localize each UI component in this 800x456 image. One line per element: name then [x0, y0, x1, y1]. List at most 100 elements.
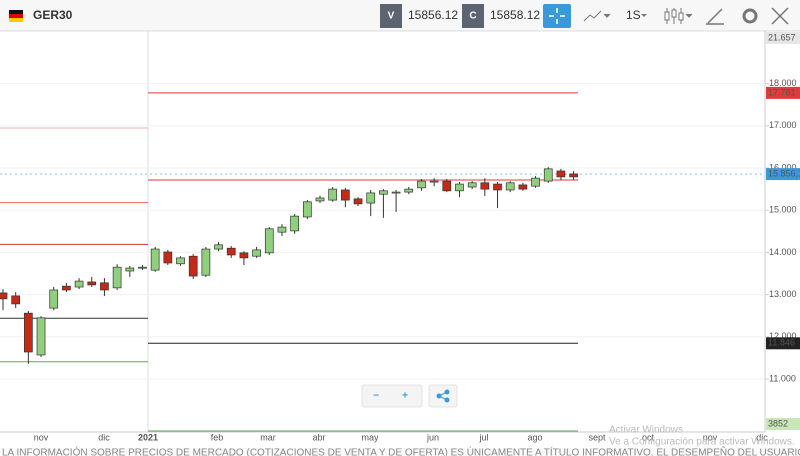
zoom-controls — [361, 384, 423, 408]
x-tick-label: sept — [588, 432, 606, 442]
price-marker-label: 21.657 — [768, 32, 796, 42]
candle-body — [112, 266, 122, 289]
x-tick-label: oct — [642, 432, 655, 442]
price-marker — [766, 32, 800, 44]
y-tick-label: 15.000 — [769, 205, 797, 215]
x-tick-label: may — [361, 432, 379, 442]
sell-label[interactable]: V — [388, 11, 395, 22]
candle-body — [543, 168, 553, 182]
candle-body — [391, 191, 401, 194]
candle-body — [302, 201, 312, 218]
candle-body — [328, 188, 338, 201]
candle-body — [315, 197, 325, 202]
candle-body — [226, 247, 236, 256]
candle-body — [11, 295, 21, 305]
overlay: 11.000 12.000 13.000 14.000 15.000 16.000 17.0… — [34, 32, 800, 442]
watermark-subtitle: Ve a Configuración para activar Windows. — [609, 437, 795, 448]
crosshair-icon — [549, 8, 565, 24]
candle-body — [442, 180, 452, 192]
disclaimer: LA INFORMACIÓN SOBRE PRECIOS DE MERCADO … — [2, 446, 800, 456]
buy-price[interactable]: 15858.12 — [490, 8, 540, 22]
x-tick-label: dic — [756, 432, 768, 442]
candle-body — [556, 170, 566, 178]
x-tick-label: feb — [211, 432, 224, 442]
flag-icon — [9, 10, 23, 22]
plot — [0, 83, 765, 380]
x-tick-label: jun — [426, 432, 439, 442]
candle-body — [379, 190, 388, 195]
candle-body — [176, 257, 185, 265]
buy-label[interactable]: C — [469, 11, 476, 22]
sell-price[interactable]: 15856.12 — [408, 8, 458, 22]
candle-body — [0, 292, 8, 300]
price-marker-label: 11.846 — [768, 338, 795, 348]
candle-body — [125, 267, 135, 272]
settings-button[interactable] — [742, 8, 758, 24]
y-tick-label: 18.000 — [769, 78, 797, 88]
candle-body — [505, 182, 515, 191]
buy-button[interactable] — [462, 4, 484, 28]
price-marker — [766, 168, 800, 181]
candle-body — [480, 182, 490, 190]
candle-type-button[interactable] — [664, 8, 693, 24]
candle-body — [467, 182, 477, 188]
x-tick-label: nov — [703, 432, 718, 442]
price-marker-label: 15.856,12 — [768, 168, 800, 178]
share-button[interactable] — [428, 384, 458, 408]
candle-body — [36, 317, 46, 356]
y-tick-label: 12.000 — [769, 331, 797, 341]
y-tick-label: 17.000 — [769, 120, 797, 130]
candle-body — [569, 173, 578, 178]
candle-body — [239, 252, 249, 259]
candle-body — [49, 289, 59, 309]
candle-body — [74, 280, 84, 288]
zoom-in[interactable]: + — [402, 391, 408, 402]
x-tick-label: dic — [98, 432, 110, 442]
crosshair-button[interactable] — [543, 4, 571, 28]
candle-body — [353, 198, 363, 205]
price-marker — [766, 418, 800, 430]
candle-body — [100, 282, 109, 291]
y-tick-label: 16.000 — [769, 162, 797, 172]
fullscreen-button[interactable] — [771, 7, 789, 25]
candle-body — [138, 266, 147, 269]
candle-body — [417, 180, 426, 189]
candle-body — [24, 312, 33, 353]
candle-body — [214, 244, 223, 250]
candle-body — [87, 281, 97, 286]
candle-body — [429, 180, 439, 183]
y-tick-label: 13.000 — [769, 289, 797, 299]
x-tick-label: mar — [260, 432, 276, 442]
candle-body — [62, 285, 71, 291]
chart-type-button[interactable] — [583, 10, 611, 22]
sell-button[interactable] — [380, 4, 402, 28]
y-tick-label: 14.000 — [769, 247, 797, 257]
price-marker — [766, 86, 800, 99]
timeframe-caret — [641, 14, 647, 17]
x-tick-label: jul — [478, 432, 488, 442]
candle-body — [290, 215, 299, 232]
x-tick-label: ago — [527, 432, 542, 442]
candle-body — [341, 189, 350, 201]
candle-body — [277, 226, 287, 233]
symbol[interactable]: GER30 — [33, 8, 73, 22]
candle-body — [188, 255, 198, 277]
candle-body — [493, 183, 502, 191]
x-tick-label: nov — [34, 432, 49, 442]
price-marker-label: 3852 — [768, 418, 788, 428]
candle-body — [201, 248, 211, 276]
watermark-title: Activar Windows — [609, 425, 683, 436]
candle-body — [455, 183, 464, 192]
candle-body — [366, 192, 376, 204]
timeframe[interactable]: 1S — [626, 8, 641, 22]
candle-body — [264, 228, 274, 254]
price-marker — [766, 337, 800, 350]
x-tick-label: 2021 — [138, 432, 158, 442]
candle-body — [252, 249, 261, 257]
price-marker-label: 17.781 — [768, 87, 796, 97]
zoom-out[interactable]: − — [373, 391, 379, 402]
draw-button[interactable] — [706, 8, 724, 25]
x-tick-label: abr — [312, 432, 325, 442]
